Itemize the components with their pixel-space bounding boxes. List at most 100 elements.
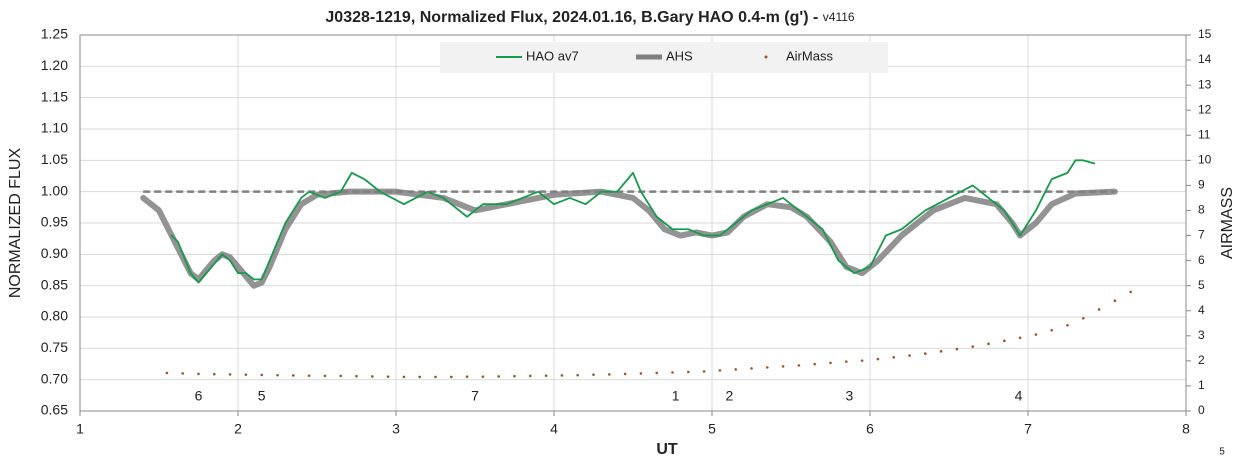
- airmass-dot: [750, 367, 753, 370]
- airmass-dot: [1097, 308, 1101, 311]
- y-tick-label: 0.70: [41, 370, 68, 386]
- airmass-dot: [339, 374, 343, 378]
- y2-tick-label: 2: [1198, 353, 1205, 367]
- airmass-dot: [276, 373, 279, 377]
- airmass-dot: [876, 357, 880, 361]
- airmass-dot: [639, 372, 643, 375]
- airmass-dot: [845, 360, 848, 363]
- x-tick-label: 7: [1024, 421, 1032, 437]
- airmass-dot: [260, 373, 264, 377]
- y2-tick-label: 15: [1198, 27, 1212, 41]
- corner-label: 5: [1219, 447, 1225, 458]
- y2-tick-label: 9: [1198, 178, 1205, 192]
- annotation: 2: [725, 387, 733, 403]
- y-tick-label: 0.65: [41, 402, 68, 418]
- airmass-dot: [434, 375, 437, 379]
- y-tick-label: 1.05: [41, 151, 68, 167]
- airmass-dot: [450, 375, 453, 379]
- x-axis-label: UT: [656, 441, 678, 458]
- airmass-dot: [497, 375, 501, 378]
- y2-tick-label: 11: [1198, 127, 1211, 141]
- x-tick-label: 6: [866, 421, 874, 437]
- airmass-dot: [955, 347, 959, 351]
- airmass-dot: [1066, 323, 1069, 327]
- airmass-dot: [860, 359, 864, 362]
- x-tick-label: 3: [392, 421, 400, 437]
- airmass-dot: [939, 350, 943, 353]
- airmass-dot: [687, 370, 690, 374]
- airmass-dot: [181, 372, 184, 375]
- y2-tick-label: 12: [1198, 102, 1212, 116]
- airmass-dot: [481, 375, 485, 378]
- y-tick-label: 0.90: [41, 245, 68, 261]
- airmass-dot: [829, 361, 832, 365]
- airmass-dot: [1129, 290, 1132, 294]
- airmass-dot: [165, 371, 169, 375]
- title-main: J0328-1219, Normalized Flux, 2024.01.16,…: [325, 9, 822, 26]
- line-0: [170, 159, 1096, 284]
- x-tick-label: 2: [234, 421, 242, 437]
- y-tick-label: 1.10: [41, 120, 68, 136]
- annotation: 7: [471, 387, 479, 403]
- y2-tick-label: 1: [1198, 378, 1205, 392]
- y2-axis-label: AIRMASS: [1219, 187, 1236, 259]
- legend-label: AirMass: [786, 48, 833, 63]
- airmass-dot: [623, 372, 627, 376]
- y-tick-label: 1.00: [41, 182, 68, 198]
- y-tick-label: 0.75: [41, 339, 68, 355]
- airmass-dot: [371, 375, 374, 378]
- x-tick-label: 4: [550, 421, 558, 437]
- airmass-dot: [560, 374, 564, 377]
- airmass-dot: [766, 366, 769, 369]
- y-tick-label: 1.20: [41, 57, 68, 73]
- airmass-dot: [228, 373, 232, 376]
- y-tick-label: 0.85: [41, 276, 68, 292]
- airmass-dot: [987, 342, 990, 346]
- y-tick-label: 0.80: [41, 308, 68, 324]
- y-tick-label: 0.95: [41, 214, 68, 230]
- annotation: 3: [846, 387, 854, 403]
- x-tick-label: 5: [708, 421, 716, 437]
- airmass-dot: [244, 373, 248, 376]
- annotation: 4: [1015, 387, 1023, 403]
- airmass-dot: [813, 362, 816, 366]
- airmass-dot: [702, 370, 706, 373]
- y2-tick-label: 10: [1198, 153, 1212, 167]
- legend-label: AHS: [666, 48, 693, 63]
- airmass-dot: [797, 364, 801, 367]
- y-axis-label: NORMALIZED FLUX: [7, 148, 24, 299]
- airmass-dot: [671, 371, 674, 374]
- legend-label: HAO av7: [526, 48, 579, 63]
- airmass-dot: [529, 374, 532, 378]
- annotation: 6: [195, 387, 203, 403]
- y-tick-label: 1.25: [41, 26, 68, 42]
- chart-title: J0328-1219, Normalized Flux, 2024.01.16,…: [325, 9, 854, 26]
- airmass-dot: [386, 375, 390, 378]
- airmass-dot: [1050, 328, 1053, 332]
- y2-tick-label: 7: [1198, 228, 1205, 242]
- annotation: 5: [258, 387, 266, 403]
- airmass-dot: [734, 368, 737, 371]
- plot-frame: [79, 34, 1187, 412]
- airmass-dot: [307, 374, 311, 377]
- y2-tick-label: 0: [1198, 403, 1205, 417]
- y2-tick-label: 4: [1198, 303, 1205, 317]
- airmass-dot: [402, 375, 406, 379]
- airmass-dot: [1034, 333, 1038, 336]
- y2-tick-label: 3: [1198, 328, 1205, 342]
- x-tick-label: 8: [1182, 421, 1190, 437]
- airmass-dot: [924, 352, 927, 355]
- airmass-dot: [908, 354, 911, 357]
- airmass-dot: [608, 373, 611, 376]
- y2-tick-label: 8: [1198, 203, 1205, 217]
- y2-tick-label: 14: [1198, 52, 1212, 66]
- airmass-dot: [892, 356, 895, 359]
- airmass-dot: [213, 372, 216, 376]
- annotation: 1: [672, 387, 680, 403]
- airmass-dot: [1113, 299, 1117, 303]
- airmass-dot: [292, 374, 295, 377]
- airmass-dot: [718, 369, 722, 372]
- x-tick-label: 1: [76, 421, 84, 437]
- line-1: [140, 188, 1118, 289]
- airmass-dot: [781, 365, 785, 368]
